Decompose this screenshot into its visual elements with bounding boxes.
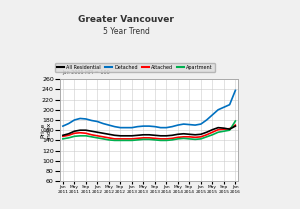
- Text: Greater Vancouver: Greater Vancouver: [78, 15, 174, 24]
- Text: 5 Year Trend: 5 Year Trend: [103, 27, 149, 36]
- Legend: All Residential, Detached, Attached, Apartment: All Residential, Detached, Attached, Apa…: [55, 63, 214, 72]
- Text: Jan 2005 HPI = 100: Jan 2005 HPI = 100: [62, 70, 110, 75]
- Y-axis label: Price
Index: Price Index: [40, 121, 51, 139]
